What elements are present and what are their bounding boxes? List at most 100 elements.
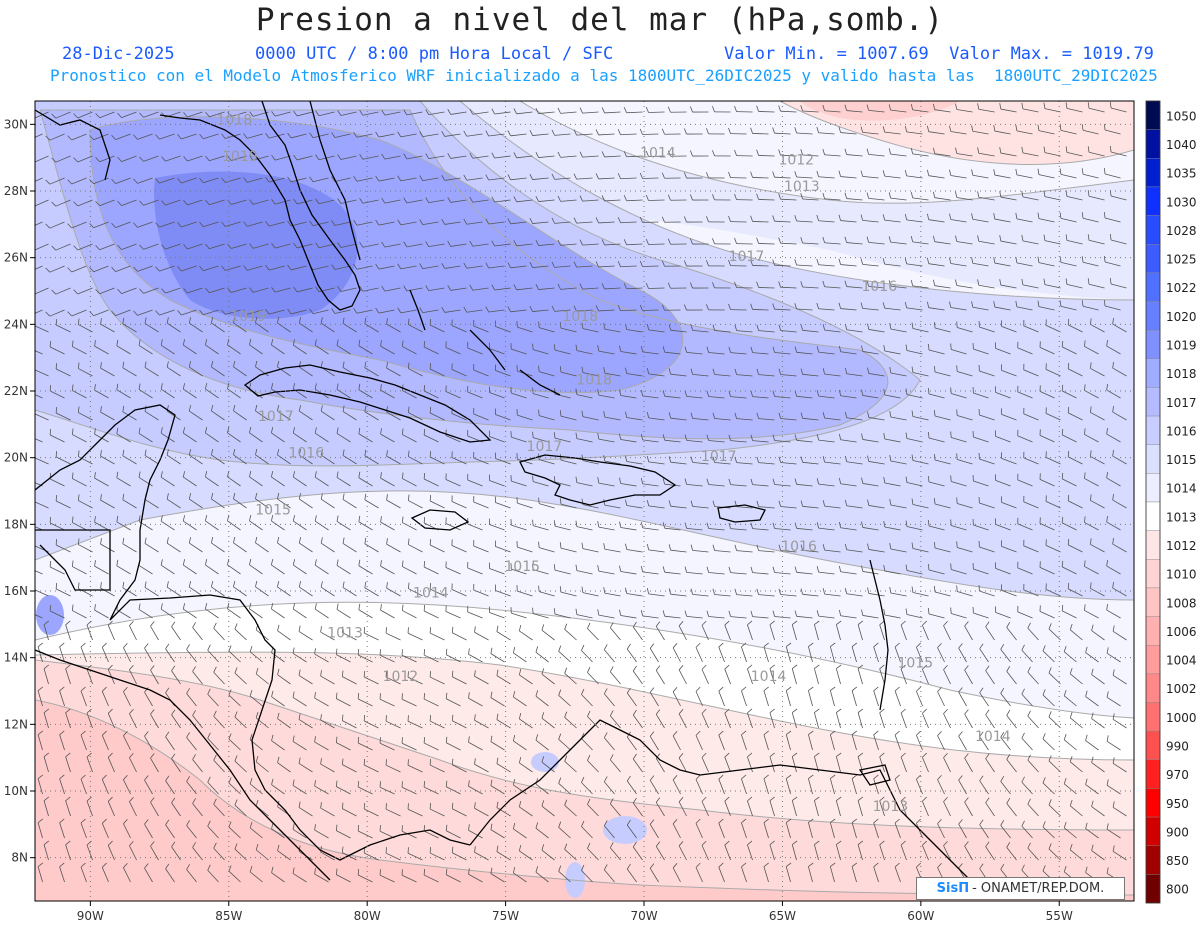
wind-barb [551,173,571,180]
wind-barb [575,520,593,531]
wind-barb [1061,472,1077,487]
wind-barb [314,427,329,443]
wind-barb [403,241,423,248]
wind-barb [1006,798,1017,817]
wind-barb [51,287,71,295]
wind-barb [144,537,159,553]
wind-barb [937,730,945,751]
wind-barb [553,344,571,355]
wind-barb [958,643,967,663]
wind-barb [921,620,929,641]
wind-barb [183,243,203,250]
wind-barb [1042,777,1055,795]
contour-label: 1015 [504,559,540,575]
wind-barb [43,840,50,861]
wind-barb [1042,689,1055,707]
wind-barb [1017,385,1033,399]
wind-barb [933,586,951,597]
wind-barb [718,818,725,839]
wind-barb [772,390,791,399]
wind-barb [1059,124,1077,135]
wind-barb [336,427,351,443]
wind-barb [359,242,379,248]
contour-label: 1014 [751,669,787,685]
wind-barb [1006,842,1017,861]
wind-barb [750,566,769,575]
wind-barb [894,774,901,795]
wind-barb [695,730,703,751]
lat-label: 24N [4,317,28,331]
wind-barb [381,197,401,204]
wind-barb [490,779,505,795]
wind-barb [381,285,401,292]
wind-barb [287,308,307,315]
wind-barb [778,324,797,333]
colorbar-swatch [1145,358,1161,388]
wind-barb [423,737,439,751]
wind-barb [844,280,863,289]
wind-barb [866,192,885,201]
wind-barb [972,430,989,443]
wind-barb [619,477,637,487]
wind-barb [581,542,599,553]
colorbar-label: 950 [1166,797,1189,811]
wind-barb [107,620,115,641]
wind-barb [860,214,879,223]
wind-barb [873,774,879,795]
wind-barb [741,642,747,663]
wind-barb [277,712,291,729]
wind-barb [529,174,549,180]
wind-barb [1091,800,1105,817]
wind-barb [558,733,571,751]
contour-label: 1017 [527,439,563,455]
wind-barb [407,671,423,685]
wind-barb [601,107,621,114]
wind-barb [800,193,819,201]
wind-barb [905,564,923,575]
wind-barb [532,519,549,531]
wind-barb [900,664,907,685]
wind-barb [794,303,813,311]
colorbar-label: 970 [1166,768,1189,782]
wind-barb [359,198,379,204]
wind-barb [1067,582,1083,597]
colorbar-label: 1004 [1166,654,1197,668]
wind-barb [889,411,907,421]
wind-barb [844,236,863,245]
wind-barb [816,170,835,179]
wind-barb [336,603,351,619]
wind-barb [385,803,401,817]
wind-barb [77,362,93,377]
wind-barb [844,323,863,333]
colorbar-swatch [1145,100,1161,130]
wind-barb [756,193,775,201]
wind-barb [661,304,681,311]
wind-barb [943,664,951,685]
wind-barb [233,448,247,465]
wind-barb [116,383,131,399]
wind-barb [791,664,798,685]
wind-barb [999,279,1017,289]
lon-label: 75W [492,909,519,923]
wind-barb [724,664,731,685]
wind-barb [690,544,709,553]
wind-barb [49,385,65,399]
colorbar-label: 990 [1166,739,1189,753]
wind-barb [249,243,269,249]
wind-barb [255,360,269,377]
colorbar-label: 1019 [1166,338,1197,352]
wind-barb [59,730,65,751]
wind-barb [558,645,571,663]
wind-barb [59,818,65,839]
wind-barb [1069,755,1083,773]
wind-barb [43,664,50,685]
wind-barb [625,367,643,377]
colorbar-label: 1030 [1166,195,1197,209]
wind-barb [904,213,923,223]
wind-barb [800,105,819,113]
wind-barb [999,103,1017,113]
wind-barb [662,478,681,487]
colorbar-swatch [1145,272,1161,302]
wind-barb [447,241,467,247]
